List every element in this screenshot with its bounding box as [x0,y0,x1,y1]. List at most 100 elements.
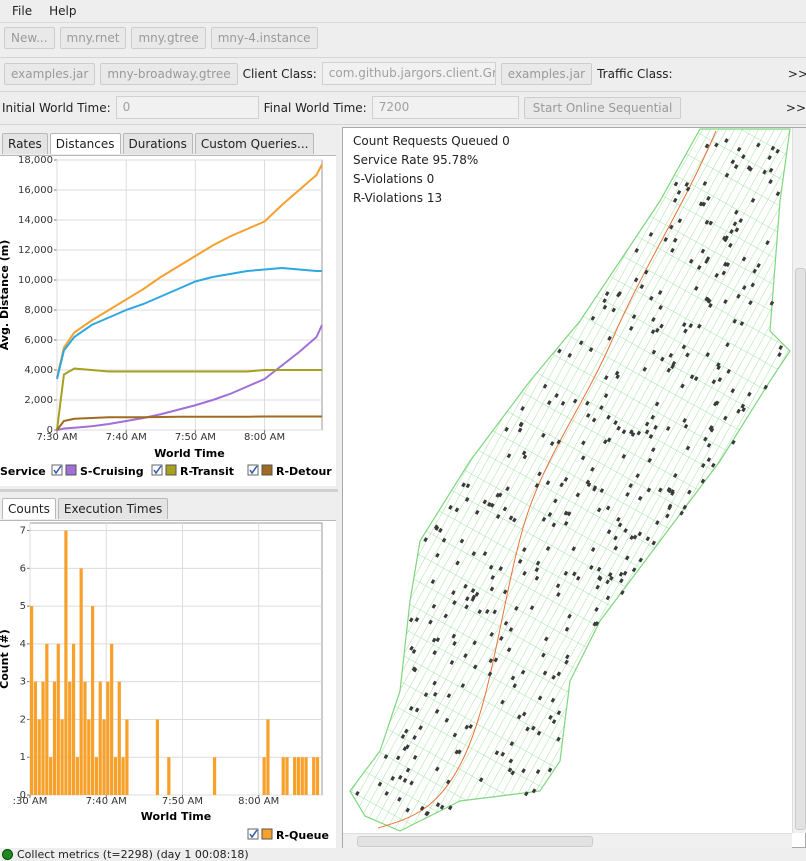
split-divider[interactable] [0,489,338,492]
vehicle [672,197,678,203]
text-field[interactable]: 0 [115,96,259,119]
vehicle [777,352,782,358]
route-line [377,130,717,829]
vehicle [738,218,744,224]
vehicle [529,605,535,611]
vehicle [443,613,449,619]
tab[interactable]: Execution Times [57,498,169,519]
vehicle [521,547,527,553]
vehicle [488,564,494,570]
vehicle [736,293,741,299]
y-tick-label: 14,000 [18,215,53,226]
vehicle [405,807,410,813]
scroll-thumb[interactable] [357,836,593,847]
series-line [56,324,323,431]
button[interactable]: mny-broadway.gtree [100,62,238,85]
tab[interactable]: Custom Queries... [194,133,315,154]
vehicle [432,650,437,656]
bar [125,719,129,795]
button[interactable]: examples.jar [500,62,593,85]
tab[interactable]: Durations [122,133,193,154]
vehicle [665,426,671,432]
vehicle [489,631,495,637]
bar [94,757,99,795]
vehicle [704,219,710,225]
bar [304,757,308,795]
y-tick-label: 6 [20,563,26,574]
vehicle [635,473,640,479]
legend-checkbox[interactable] [247,464,259,476]
vehicle [572,571,577,577]
vehicle [708,220,714,226]
vehicle [634,247,640,253]
vehicle [549,441,555,447]
text-field[interactable]: com.github.jargors.client.Gre [321,62,496,85]
x-tick-label: 7:40 AM [86,796,127,807]
vehicle [461,482,466,488]
overflow-button[interactable]: >> [787,66,806,81]
vehicle [500,699,505,705]
y-tick-label: 7 [20,526,26,537]
legend-checkbox[interactable] [247,828,259,840]
vehicle [639,284,645,290]
vehicle [599,488,605,494]
vehicle [741,256,747,262]
vehicle [559,482,564,488]
time-row: Initial World Time: 0 Final World Time: … [0,96,806,119]
vehicle [441,537,447,543]
vehicle [622,570,628,576]
vehicle [659,323,664,329]
map-stat: R-Violations 13 [353,191,442,205]
button[interactable]: New... [4,27,55,49]
vehicle [688,258,694,264]
tab[interactable]: Counts [2,498,56,519]
vehicle [487,671,493,677]
vehicle [725,262,731,268]
text-field[interactable]: 7200 [371,96,519,119]
vehicle [765,240,770,246]
vehicle [660,356,665,362]
legend-checkbox[interactable] [51,464,63,476]
button[interactable]: examples.jar [4,62,96,85]
count-chart: 0 1 2 3 4 5 6 7:30 AM 7:40 AM 7:50 AM 8:00 AM World… [0,520,336,848]
menu-item[interactable]: Help [49,4,77,18]
vehicle [644,429,650,435]
vehicle [535,769,541,775]
x-tick-label: 8:00 AM [238,796,279,807]
vehicle [464,596,470,602]
vehicle [451,633,457,639]
bar [266,719,270,795]
label: Traffic Class: [597,66,673,81]
button[interactable]: mny-4.instance [210,27,318,49]
vehicle [706,298,712,304]
button[interactable]: mny.gtree [131,27,206,49]
vehicle [355,790,360,796]
button[interactable]: mny.rnet [59,27,127,49]
overflow-button[interactable]: >> [785,100,806,115]
legend-label: R-Detour [276,465,332,478]
menu-item[interactable]: File [12,4,33,18]
tab[interactable]: Rates [2,133,48,154]
bar [30,606,34,795]
vehicle [628,483,634,489]
vehicle [556,592,561,597]
vehicle [580,455,586,461]
y-tick-label: 12,000 [18,245,53,256]
legend-checkbox[interactable] [151,464,163,476]
vehicle [586,482,592,488]
button[interactable]: Start Online Sequential [523,96,682,119]
tab[interactable]: Distances [49,133,121,154]
vehicle [516,714,522,720]
vehicle [556,736,561,742]
scroll-thumb[interactable] [795,268,806,830]
vehicle [726,368,731,374]
vehicle [677,218,683,224]
vehicle [537,695,543,701]
road-map: Count Requests Queued 0 Service Rate 95.… [349,128,791,832]
vehicle [736,408,741,414]
vehicle [463,653,468,659]
horizontal-scrollbar[interactable] [343,833,792,848]
vertical-scrollbar[interactable] [792,128,806,833]
vehicle [412,734,417,740]
vehicle [653,424,658,430]
